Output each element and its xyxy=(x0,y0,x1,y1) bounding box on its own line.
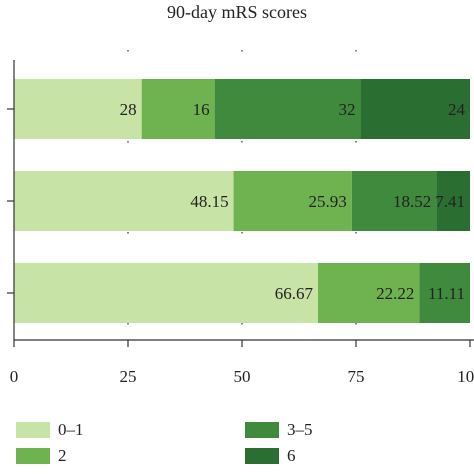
bar-segment xyxy=(436,171,471,231)
value-label: 28 xyxy=(120,100,137,119)
bar-segment xyxy=(14,171,234,231)
bar-segment xyxy=(318,263,420,323)
legend-label: 2 xyxy=(58,446,67,465)
legend-swatch xyxy=(16,448,50,464)
value-label: 32 xyxy=(339,100,356,119)
value-label: 25.93 xyxy=(309,192,347,211)
bar-segment xyxy=(360,79,470,139)
legend-label: 6 xyxy=(287,446,296,465)
bar-segment xyxy=(14,79,142,139)
chart-title: 90-day mRS scores xyxy=(167,2,307,22)
x-tick-label: 100 xyxy=(457,367,474,386)
value-label: 48.15 xyxy=(190,192,228,211)
value-label: 16 xyxy=(193,100,210,119)
legend-swatch xyxy=(245,448,279,464)
x-tick-label: 25 xyxy=(120,367,137,386)
legend-label: 3–5 xyxy=(287,420,313,439)
value-label: 18.52 xyxy=(393,192,431,211)
value-label: 7.41 xyxy=(435,192,465,211)
x-tick-label: 50 xyxy=(234,367,251,386)
bar-segment xyxy=(214,79,361,139)
value-label: 11.11 xyxy=(428,284,465,303)
x-tick-label: 0 xyxy=(10,367,19,386)
legend-label: 0–1 xyxy=(58,420,84,439)
bar-segment xyxy=(351,171,437,231)
legend-swatch xyxy=(16,422,50,438)
bar-segment xyxy=(14,263,319,323)
bar-segment xyxy=(233,171,352,231)
legend-swatch xyxy=(245,422,279,438)
bar-segment xyxy=(141,79,215,139)
x-tick-label: 75 xyxy=(348,367,365,386)
value-label: 22.22 xyxy=(376,284,414,303)
value-label: 66.67 xyxy=(275,284,314,303)
bar-segment xyxy=(419,263,470,323)
value-label: 24 xyxy=(448,100,466,119)
